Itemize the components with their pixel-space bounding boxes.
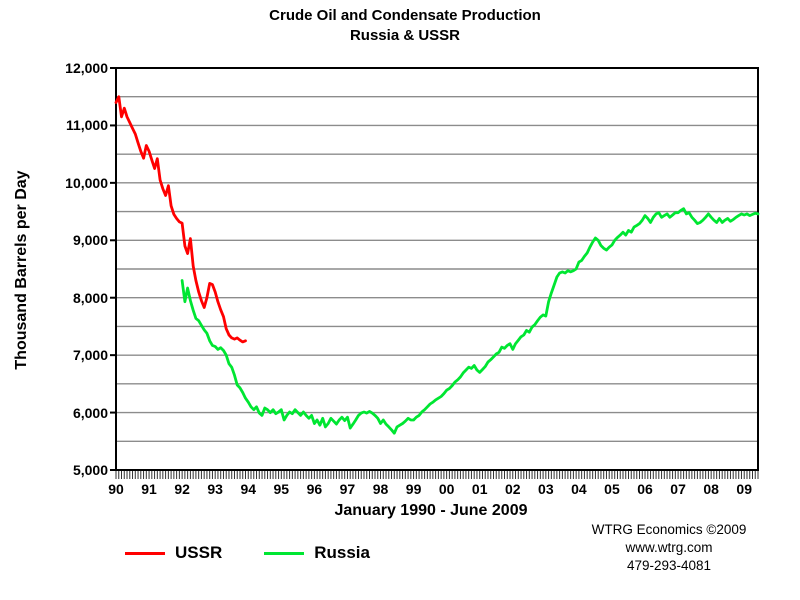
chart-title-block: Crude Oil and Condensate Production Russ… <box>0 6 800 46</box>
x-tick-label: 03 <box>538 481 554 497</box>
attribution: WTRG Economics ©2009 www.wtrg.com 479-29… <box>566 521 772 575</box>
x-tick-label: 07 <box>670 481 686 497</box>
ussr-line <box>114 95 247 344</box>
x-tick-label: 93 <box>207 481 223 497</box>
legend-label-ussr: USSR <box>175 543 223 562</box>
x-axis-title: January 1990 - June 2009 <box>334 502 528 519</box>
x-tick-label: 00 <box>438 481 455 497</box>
x-tick-label: 02 <box>504 481 521 497</box>
legend-swatch-russia <box>264 551 305 555</box>
y-tick-label: 5,000 <box>72 462 108 478</box>
x-tick-label: 04 <box>571 481 587 497</box>
x-tick-label: 09 <box>736 481 752 497</box>
x-tick-label: 95 <box>273 481 290 497</box>
chart-title: Crude Oil and Condensate Production <box>269 7 541 24</box>
x-tick-label: 94 <box>240 481 257 497</box>
x-tick-label: 90 <box>108 481 124 497</box>
y-tick-label: 10,000 <box>65 174 108 191</box>
y-tick-label: 12,000 <box>65 60 108 76</box>
x-tick-label: 99 <box>405 481 422 497</box>
y-tick-label: 8,000 <box>72 289 108 306</box>
legend-label-russia: Russia <box>314 543 370 562</box>
x-tick-label: 97 <box>339 481 356 497</box>
x-tick-label: 98 <box>372 481 389 497</box>
y-tick-label: 7,000 <box>72 347 108 364</box>
x-tick-label: 05 <box>604 481 620 497</box>
x-tick-label: 91 <box>141 481 157 497</box>
y-tick-label: 6,000 <box>72 404 108 421</box>
x-tick-label: 96 <box>306 481 323 497</box>
russia-line <box>180 207 760 435</box>
x-tick-label: 92 <box>174 481 190 497</box>
y-tick-label: 9,000 <box>72 232 108 249</box>
plot-border <box>115 67 759 471</box>
chart-subtitle: Russia & USSR <box>349 27 461 44</box>
x-tick-label: 01 <box>471 481 488 497</box>
legend: USSR Russia <box>125 543 412 563</box>
attribution-website: www.wtrg.com <box>625 540 713 555</box>
y-tick-label: 11,000 <box>65 117 108 134</box>
x-tick-label: 06 <box>637 481 653 497</box>
attribution-phone: 479-293-4081 <box>626 558 712 573</box>
attribution-company: WTRG Economics ©2009 <box>591 522 747 537</box>
x-tick-label: 08 <box>703 481 719 497</box>
legend-swatch-ussr <box>125 551 165 555</box>
